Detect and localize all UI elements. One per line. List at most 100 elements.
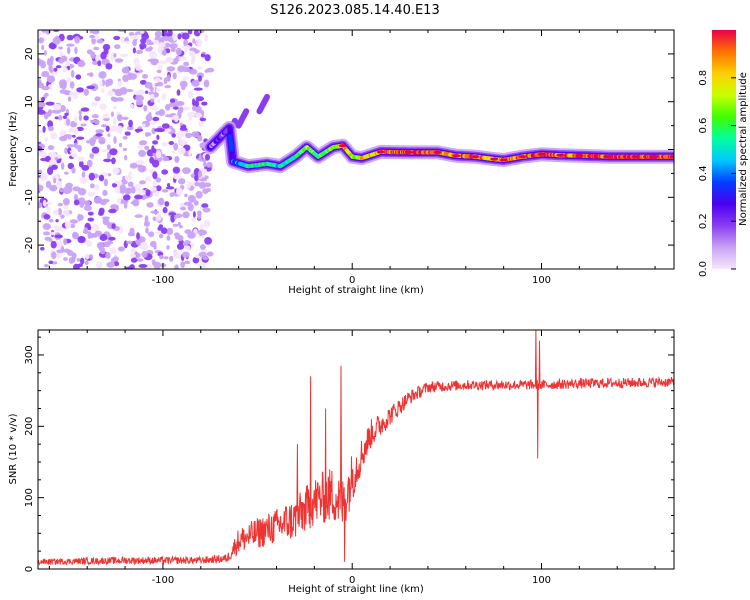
noise-blob [56, 249, 63, 254]
noise-blob [67, 147, 72, 155]
noise-blob [67, 96, 72, 102]
noise-blob [178, 106, 184, 114]
noise-blob [90, 101, 98, 107]
y-tick-label: -20 [24, 237, 35, 253]
noise-blob [141, 123, 146, 128]
noise-blob [177, 132, 182, 141]
noise-blob [187, 194, 196, 203]
noise-blob [160, 227, 168, 234]
noise-blob [130, 186, 136, 194]
noise-blob [57, 208, 63, 216]
noise-blob [55, 219, 59, 223]
noise-blob [166, 74, 171, 82]
spectrogram-image [38, 30, 674, 269]
noise-blob [192, 211, 196, 218]
y-tick-label: 100 [24, 488, 35, 507]
x-tick-label: 100 [532, 575, 551, 586]
noise-blob [146, 202, 154, 208]
noise-blob [103, 158, 112, 163]
noise-blob [119, 184, 127, 192]
noise-blob [182, 251, 190, 258]
noise-blob [184, 193, 188, 198]
noise-blob [191, 79, 200, 87]
noise-blob [42, 125, 46, 133]
noise-blob [155, 150, 162, 159]
ridge-peak [537, 152, 546, 156]
noise-blob [58, 46, 63, 50]
noise-blob [155, 88, 161, 92]
noise-blob [127, 181, 134, 188]
noise-blob [68, 128, 75, 133]
noise-blob [157, 64, 163, 72]
noise-blob [178, 147, 186, 155]
noise-blob [89, 34, 96, 39]
noise-blob [52, 103, 62, 111]
noise-blob [98, 71, 107, 79]
spectrogram-x-label: Height of straight line (km) [288, 285, 424, 296]
noise-blob [46, 206, 51, 214]
noise-blob [51, 251, 57, 260]
noise-blob [90, 51, 96, 59]
noise-blob [125, 187, 133, 194]
noise-blob [117, 246, 125, 252]
noise-blob [66, 34, 74, 41]
noise-blob [64, 147, 68, 155]
noise-blob [132, 47, 136, 54]
noise-blob [87, 211, 94, 216]
noise-blob [119, 87, 128, 95]
noise-blob [152, 216, 157, 221]
ridge-peak [651, 155, 660, 159]
noise-blob [145, 90, 149, 94]
noise-blob [175, 101, 185, 106]
noise-blob [116, 97, 124, 102]
noise-blob [76, 258, 81, 262]
noise-blob [187, 90, 194, 99]
noise-blob [98, 136, 106, 145]
noise-blob [40, 157, 49, 162]
noise-blob [45, 101, 55, 106]
noise-blob [179, 122, 183, 126]
noise-blob [148, 51, 157, 60]
noise-blob [91, 114, 99, 119]
noise-blob [60, 214, 65, 219]
y-tick-label: -10 [24, 189, 35, 205]
noise-blob [155, 231, 162, 235]
noise-blob [134, 183, 141, 192]
noise-blob [147, 231, 155, 238]
ridge-peak [433, 150, 442, 154]
noise-blob [98, 207, 105, 215]
noise-blob [60, 82, 67, 90]
noise-blob [182, 211, 190, 219]
noise-blob [93, 234, 98, 238]
figure-title: S126.2023.085.14.40.E13 [270, 3, 439, 18]
noise-blob [192, 105, 197, 112]
noise-blob [41, 85, 50, 91]
noise-blob [201, 170, 206, 178]
noise-blob [116, 125, 123, 134]
noise-blob [96, 242, 105, 250]
noise-blob [193, 87, 203, 91]
noise-blob [170, 214, 176, 223]
noise-blob [77, 263, 83, 268]
noise-blob [38, 109, 46, 115]
noise-blob [78, 110, 82, 115]
noise-blob [99, 80, 103, 87]
ridge-peak [452, 154, 461, 158]
noise-blob [191, 217, 196, 223]
noise-blob [141, 250, 148, 258]
colorbar-tick-label: 0.4 [698, 165, 709, 181]
noise-blob [97, 60, 102, 67]
y-tick-label: 20 [24, 48, 35, 61]
noise-blob [152, 148, 157, 154]
ghost-streak [256, 93, 271, 115]
noise-blob [204, 54, 211, 62]
noise-blob [40, 96, 46, 102]
noise-blob [74, 142, 78, 149]
noise-blob [40, 246, 45, 251]
noise-blob [111, 183, 118, 188]
noise-blob [167, 183, 171, 187]
noise-blob [124, 154, 128, 161]
noise-blob [194, 174, 199, 182]
noise-blob [150, 210, 160, 214]
noise-blob [187, 181, 191, 189]
